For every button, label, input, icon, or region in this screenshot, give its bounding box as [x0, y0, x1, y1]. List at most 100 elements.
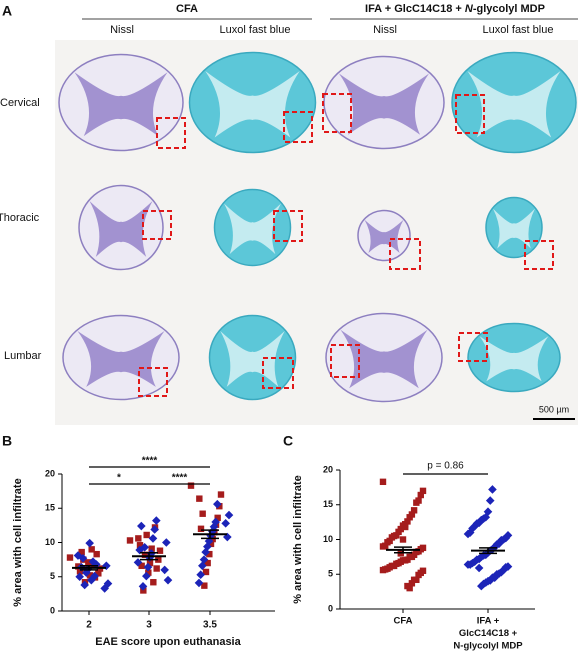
data-point [85, 538, 94, 548]
data-point [80, 580, 89, 590]
data-point [143, 531, 150, 539]
highlight-box [458, 332, 488, 362]
group-title: CFA [176, 3, 198, 15]
data-point [492, 569, 502, 579]
group-title: IFA + GlcC14C18 + N-glycolyl MDP [365, 3, 545, 15]
title-part: N [465, 3, 474, 15]
y-axis-label: % area with cell infiltrate [12, 478, 24, 606]
significance-label: p = 0.86 [427, 461, 464, 472]
data-point [78, 553, 88, 563]
x-tick-label: GlcC14C18 + [459, 628, 518, 639]
data-point [76, 568, 84, 575]
scale-bar-label: 500 µm [539, 404, 569, 414]
significance-label: **** [142, 456, 158, 467]
data-point [384, 539, 391, 546]
title-part: IFA + GlcC14C18 + [365, 3, 465, 15]
data-point [155, 556, 162, 563]
x-tick-label: 3.5 [203, 620, 217, 631]
data-point [213, 499, 222, 509]
y-tick-label: 20 [323, 464, 333, 474]
data-point [204, 536, 214, 546]
data-point [138, 562, 145, 569]
data-point [138, 582, 148, 591]
histology-grid [55, 40, 578, 425]
data-point [150, 579, 157, 586]
data-point [95, 570, 102, 577]
data-point [135, 535, 142, 542]
data-point [148, 545, 155, 552]
data-point [217, 491, 225, 498]
data-point [477, 515, 486, 525]
data-point [477, 552, 486, 562]
data-point [204, 559, 211, 567]
significance-label: **** [172, 473, 188, 484]
column-label: Nissl [373, 24, 397, 36]
y-tick-label: 10 [45, 537, 55, 547]
data-point [485, 496, 495, 505]
data-point [126, 537, 134, 544]
data-point [93, 550, 100, 558]
data-point [477, 581, 486, 591]
data-point [488, 573, 497, 583]
data-point [419, 487, 427, 495]
title-part: CFA [176, 3, 198, 15]
data-point [472, 519, 482, 528]
data-point [379, 478, 387, 486]
data-point [408, 580, 416, 587]
highlight-box [138, 367, 168, 397]
data-point [75, 572, 84, 582]
data-point [88, 546, 95, 553]
grey-matter [205, 71, 300, 138]
data-point [85, 559, 92, 566]
data-point [388, 534, 396, 541]
grey-matter [224, 203, 281, 255]
data-point [162, 538, 171, 547]
data-point [198, 561, 207, 571]
data-point [156, 547, 164, 554]
data-point [463, 529, 473, 539]
data-point [413, 499, 420, 506]
data-point [199, 510, 206, 517]
y-tick-label: 5 [328, 569, 333, 579]
data-point [402, 523, 409, 531]
y-tick-label: 0 [50, 605, 55, 615]
grey-matter [364, 219, 404, 253]
data-point [199, 555, 209, 564]
data-point [474, 563, 484, 573]
data-point [152, 516, 161, 525]
data-point [196, 570, 205, 579]
panel-label: C [283, 433, 293, 449]
data-point [202, 568, 210, 576]
data-point [163, 575, 173, 585]
row-label: Lumbar [4, 350, 42, 362]
data-point [146, 559, 154, 567]
highlight-box [283, 111, 313, 143]
column-label: Luxol fast blue [220, 24, 291, 36]
data-point [399, 536, 407, 543]
highlight-box [273, 210, 303, 242]
x-tick-label: IFA + [477, 616, 500, 627]
data-point [160, 565, 169, 575]
data-point [194, 578, 204, 588]
grey-matter [220, 331, 285, 387]
data-point [196, 495, 203, 502]
data-point [145, 569, 152, 576]
data-point [209, 522, 219, 532]
y-tick-label: 15 [45, 503, 55, 513]
title-part: -glycolyl MDP [473, 3, 545, 15]
data-point [379, 566, 387, 574]
highlight-box [330, 344, 360, 378]
data-point [488, 485, 497, 494]
data-point [143, 562, 153, 572]
data-point [66, 554, 74, 561]
data-point [82, 568, 91, 577]
highlight-box [156, 117, 186, 149]
data-point [187, 482, 195, 489]
data-point [224, 510, 234, 520]
column-label: Luxol fast blue [483, 24, 554, 36]
row-label: Thoracic [0, 212, 40, 224]
data-point [73, 551, 83, 560]
y-axis-label: % area with cell infiltrate [292, 475, 304, 603]
panel-label: B [2, 433, 12, 449]
